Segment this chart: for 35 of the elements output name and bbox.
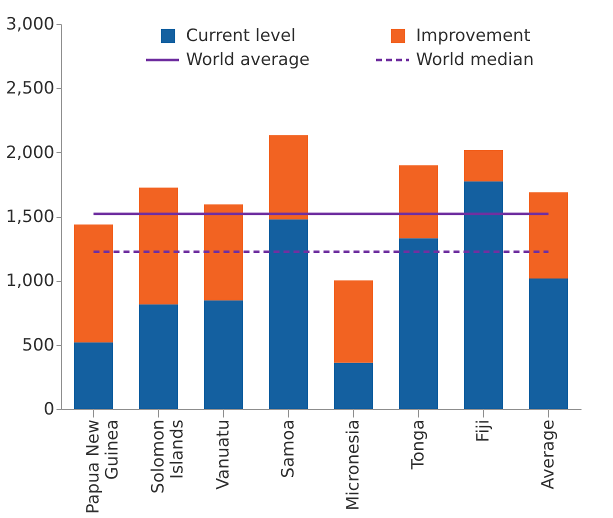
bar — [464, 150, 503, 182]
legend-label: Current level — [186, 26, 296, 46]
bar — [204, 300, 243, 409]
x-tick-label: Samoa — [278, 420, 298, 478]
y-tick-label: 500 — [22, 335, 54, 356]
bar — [139, 304, 178, 409]
legend-label: World median — [416, 50, 534, 70]
y-tick-label: 1,500 — [6, 207, 54, 227]
x-tick-label: Tonga — [408, 420, 428, 470]
bar — [529, 278, 568, 409]
y-tick-label: 3,000 — [6, 14, 54, 34]
bar — [464, 181, 503, 409]
y-tick-label: 2,500 — [6, 78, 54, 99]
x-tick-label: Papua New Guinea — [84, 419, 122, 514]
bar — [399, 165, 438, 238]
x-tick-label: Solomon Islands — [148, 419, 188, 494]
legend-label: Improvement — [416, 26, 531, 46]
y-tick-label: 1,000 — [6, 271, 54, 292]
y-tick-label: 2,000 — [6, 142, 54, 163]
bar — [334, 362, 373, 409]
bar — [399, 238, 438, 409]
x-tick-label: Vanuatu — [214, 420, 234, 490]
bar — [74, 224, 113, 342]
bar — [269, 135, 308, 220]
bar — [334, 280, 373, 363]
bar — [204, 204, 243, 300]
y-tick-label: 0 — [44, 400, 54, 420]
x-tick-label: Average — [538, 420, 558, 490]
x-tick-label: Micronesia — [344, 420, 364, 510]
bar — [529, 192, 568, 278]
bar — [269, 219, 308, 409]
x-tick-label: Fiji — [474, 420, 494, 442]
bar — [74, 342, 113, 409]
legend-label: World average — [186, 50, 310, 70]
bar — [139, 188, 178, 304]
